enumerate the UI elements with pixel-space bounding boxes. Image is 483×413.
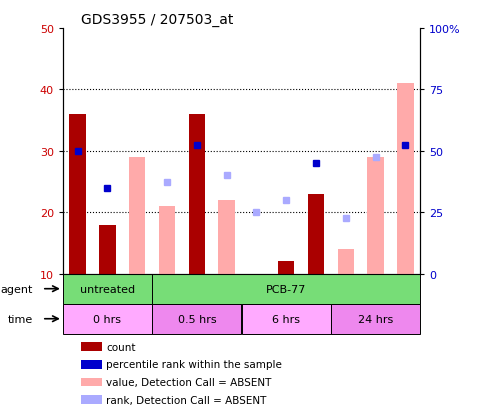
- Bar: [152, 274, 420, 304]
- Text: untreated: untreated: [80, 284, 135, 294]
- Bar: [81, 342, 102, 351]
- Text: percentile rank within the sample: percentile rank within the sample: [106, 359, 282, 369]
- Text: count: count: [106, 342, 136, 351]
- Text: time: time: [8, 314, 33, 324]
- Bar: [278, 262, 294, 274]
- Bar: [81, 360, 102, 369]
- Text: GDS3955 / 207503_at: GDS3955 / 207503_at: [81, 12, 233, 26]
- Bar: [159, 206, 175, 274]
- Bar: [129, 158, 145, 274]
- Bar: [63, 274, 152, 304]
- Bar: [152, 304, 242, 334]
- Bar: [331, 304, 420, 334]
- Text: PCB-77: PCB-77: [266, 284, 306, 294]
- Text: 0 hrs: 0 hrs: [94, 314, 121, 324]
- Bar: [70, 115, 86, 274]
- Bar: [81, 378, 102, 386]
- Bar: [338, 249, 354, 274]
- Bar: [368, 158, 384, 274]
- Text: 0.5 hrs: 0.5 hrs: [178, 314, 216, 324]
- Bar: [397, 84, 413, 274]
- Bar: [99, 225, 115, 274]
- Bar: [189, 115, 205, 274]
- Text: value, Detection Call = ABSENT: value, Detection Call = ABSENT: [106, 377, 272, 387]
- Bar: [81, 396, 102, 404]
- Bar: [308, 195, 324, 274]
- Text: agent: agent: [0, 284, 33, 294]
- Bar: [242, 304, 331, 334]
- Text: 6 hrs: 6 hrs: [272, 314, 300, 324]
- Text: 24 hrs: 24 hrs: [358, 314, 393, 324]
- Text: rank, Detection Call = ABSENT: rank, Detection Call = ABSENT: [106, 395, 267, 405]
- Bar: [218, 200, 235, 274]
- Bar: [63, 304, 152, 334]
